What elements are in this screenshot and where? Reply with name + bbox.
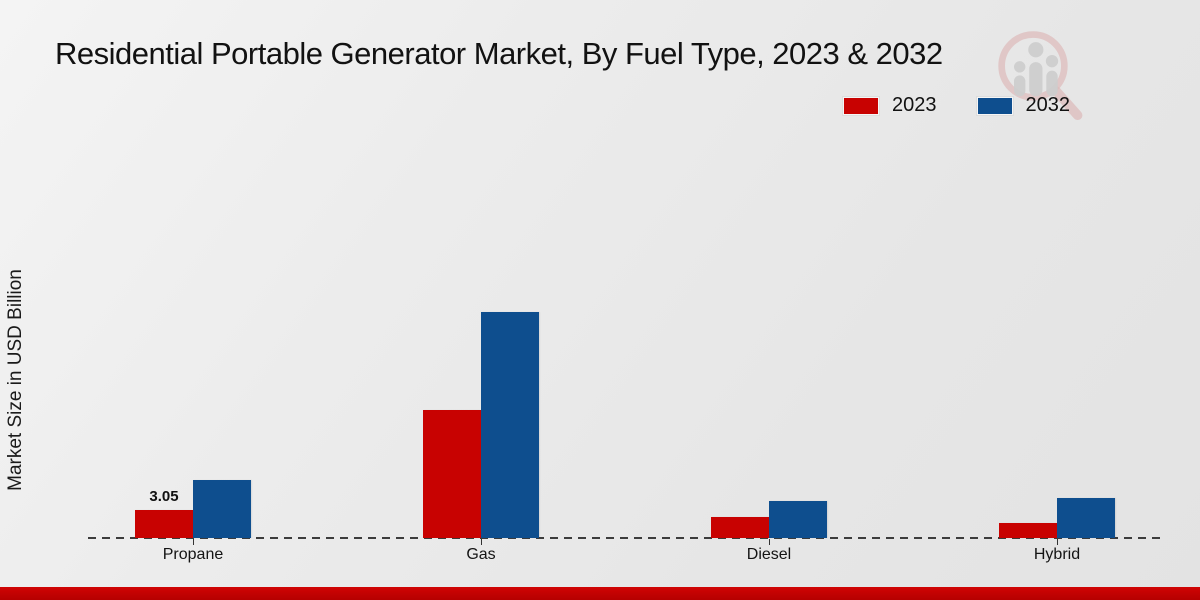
bar-propane-2023 [135, 510, 193, 538]
x-axis-baseline [88, 537, 1163, 539]
x-axis-tick [1057, 539, 1058, 545]
bar-gas-2032 [481, 312, 539, 538]
bar-diesel-2023 [711, 517, 769, 538]
bar-hybrid-2032 [1057, 498, 1115, 538]
bar-hybrid-2023 [999, 523, 1057, 538]
legend: 2023 2032 [843, 94, 1070, 117]
legend-label: 2023 [892, 94, 937, 116]
legend-label: 2032 [1025, 94, 1071, 116]
x-axis-tick [769, 539, 770, 545]
footer-accent-bar [0, 587, 1200, 600]
legend-swatch-icon [843, 96, 879, 115]
bar-diesel-2032 [769, 501, 827, 538]
legend-item-2032: 2032 [976, 94, 1071, 117]
bar-gas-2023 [423, 410, 481, 538]
legend-item-2023: 2023 [843, 94, 937, 117]
category-label-gas: Gas [466, 546, 496, 563]
x-axis-tick [193, 539, 194, 545]
market-research-magnifier-logo-icon [998, 31, 1083, 121]
category-label-propane: Propane [162, 546, 224, 563]
bar-value-label: 3.05 [149, 488, 179, 505]
legend-swatch-icon [976, 96, 1013, 115]
x-axis-tick [481, 539, 482, 545]
chart-title: Residential Portable Generator Market, B… [55, 36, 943, 71]
bar-propane-2032 [193, 480, 251, 538]
category-label-diesel: Diesel [746, 546, 792, 563]
category-label-hybrid: Hybrid [1033, 546, 1081, 563]
